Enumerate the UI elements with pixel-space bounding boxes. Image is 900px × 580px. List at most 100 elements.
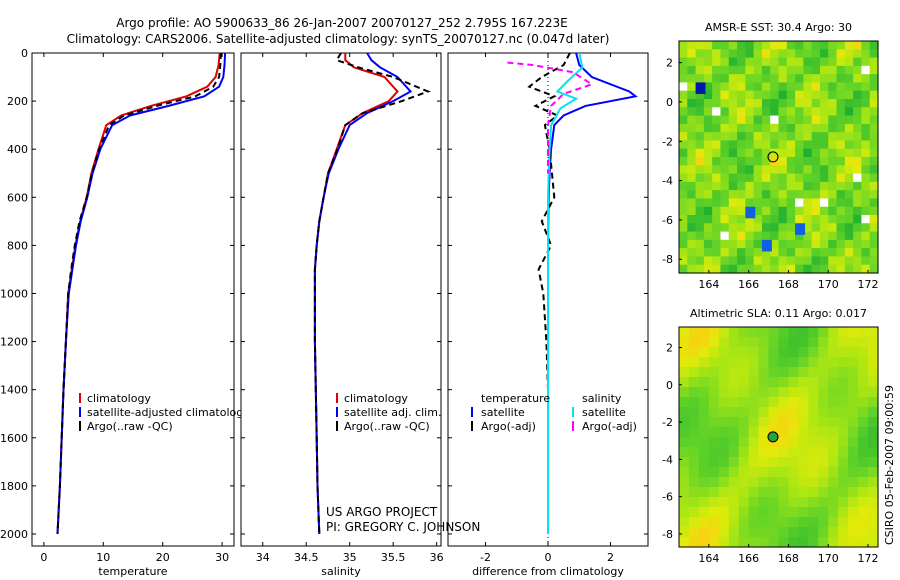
heatmap-cell [745, 74, 755, 84]
heatmap-cell [828, 357, 839, 368]
heatmap-cell [761, 148, 771, 158]
heatmap-cell [844, 132, 854, 142]
heatmap-cell [728, 507, 740, 518]
heatmap-cell [768, 327, 780, 338]
heatmap-cell [798, 517, 809, 528]
series-line-salinity-argo-adj- [507, 61, 595, 174]
heatmap-cell [695, 107, 705, 117]
heatmap-cell [836, 57, 846, 67]
heatmap-cell [858, 387, 869, 398]
heatmap-cell [778, 57, 788, 67]
heatmap-cell [687, 206, 697, 216]
series-line-temperature-argo-adj- [527, 52, 571, 534]
y-tick-label: -2 [662, 135, 673, 148]
x-tick-label: 168 [778, 552, 799, 565]
heatmap-cell [708, 477, 720, 488]
heatmap-cell [861, 115, 871, 125]
heatmap-cell [844, 82, 854, 92]
heatmap-cell [828, 107, 838, 117]
heatmap-cell [853, 248, 863, 258]
legend-label: climatology [87, 392, 151, 405]
heatmap-cell [858, 347, 869, 358]
heatmap-cell [728, 517, 740, 528]
heatmap-cell [753, 239, 763, 249]
heatmap-cell [679, 223, 688, 233]
heatmap-cell [728, 157, 738, 166]
heatmap-cell [778, 347, 790, 358]
heatmap-cell [770, 190, 780, 200]
heatmap-cell [753, 57, 763, 67]
heatmap-cell [861, 198, 871, 208]
heatmap-cell [869, 231, 879, 241]
heatmap-cell [753, 165, 763, 175]
heatmap-cell [703, 198, 713, 208]
heatmap-cell [778, 123, 788, 133]
heatmap-cell [828, 132, 838, 142]
heatmap-cell [818, 517, 829, 528]
heatmap-cell [679, 239, 688, 249]
heatmap-cell [718, 507, 730, 518]
heatmap-cell [708, 367, 720, 378]
heatmap-cell [728, 140, 738, 150]
heatmap-cell [770, 123, 780, 133]
heatmap-cell [698, 447, 710, 458]
y-tick-label: -4 [662, 453, 673, 466]
heatmap-cell [786, 248, 796, 258]
heatmap-cell [838, 507, 849, 518]
heatmap-cell [703, 264, 713, 274]
heatmap-cell [761, 49, 771, 59]
heatmap-cell [748, 367, 760, 378]
heatmap-cell [758, 437, 770, 448]
heatmap-cell [811, 173, 821, 183]
heatmap-cell [687, 90, 697, 100]
heatmap-cell [768, 507, 780, 518]
heatmap-cell [819, 239, 829, 249]
heatmap-cell [869, 215, 879, 224]
heatmap-cell [786, 123, 796, 133]
heatmap-cell [753, 140, 763, 150]
heatmap-cell [798, 337, 809, 348]
heatmap-cell [808, 327, 819, 338]
heatmap-cell [819, 215, 829, 224]
heatmap-cell [861, 223, 871, 233]
map-title: Altimetric SLA: 0.11 Argo: 0.017 [690, 307, 867, 320]
heatmap-cell [798, 487, 809, 498]
y-tick-label: -6 [662, 214, 673, 227]
heatmap-cell [679, 181, 688, 191]
heatmap-cell [858, 487, 869, 498]
x-tick-label: 168 [778, 278, 799, 291]
heatmap-cell [869, 123, 879, 133]
x-tick-label: 2 [607, 551, 614, 564]
heatmap-cell [687, 82, 697, 92]
heatmap-cell [828, 82, 838, 92]
heatmap-cell [748, 477, 760, 488]
heatmap-cell [861, 41, 871, 50]
heatmap-cell [703, 57, 713, 67]
heatmap-cell [728, 198, 738, 208]
heatmap-cell [748, 347, 760, 358]
heatmap-cell [795, 148, 804, 158]
heatmap-cell [728, 467, 740, 478]
heatmap-cell [798, 537, 809, 548]
heatmap-cell [720, 123, 730, 133]
heatmap-cell [753, 256, 763, 266]
heatmap-cell [861, 157, 871, 166]
heatmap-cell [679, 264, 688, 274]
heatmap-cell [718, 417, 730, 428]
heatmap-cell [688, 337, 700, 348]
heatmap-cell [869, 41, 879, 50]
heatmap-cell [679, 407, 690, 418]
heatmap-cell [778, 367, 790, 378]
heatmap-cell [819, 165, 829, 175]
heatmap-cell [778, 148, 788, 158]
heatmap-cell [778, 387, 790, 398]
heatmap-cell [695, 239, 705, 249]
heatmap-cell [720, 157, 730, 166]
heatmap-cell [828, 337, 839, 348]
heatmap-cell [838, 487, 849, 498]
heatmap-cell [758, 367, 770, 378]
heatmap-cell [679, 157, 688, 166]
heatmap-cell [695, 123, 705, 133]
heatmap-cell [869, 74, 879, 84]
heatmap-cell [803, 173, 813, 183]
